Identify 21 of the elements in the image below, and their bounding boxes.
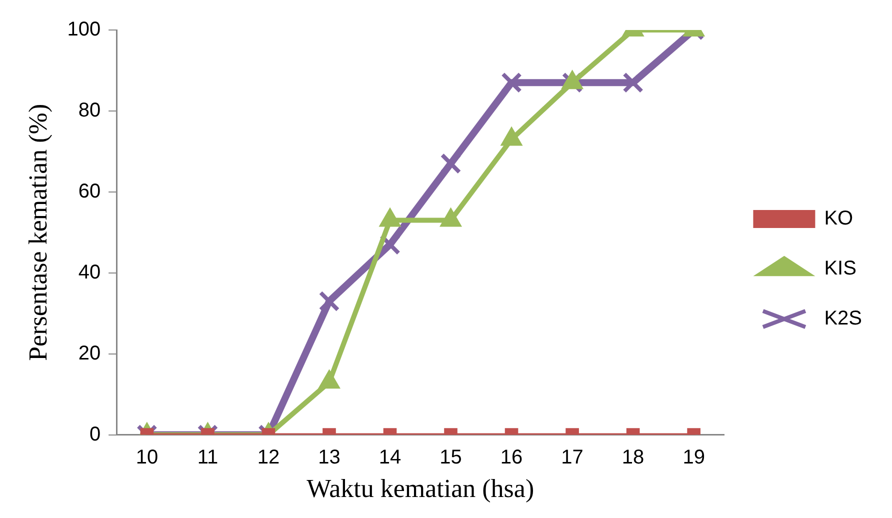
x-tick-label: 11: [197, 446, 218, 468]
y-tick-label: 100: [67, 18, 101, 41]
x-tick-label: 15: [440, 446, 462, 468]
y-tick-label: 60: [78, 180, 101, 202]
y-tick-label: 0: [89, 423, 101, 446]
legend-label: KO: [824, 208, 854, 230]
y-tick-label: 80: [78, 99, 101, 122]
x-tick-label: 12: [257, 446, 280, 468]
x-tick-label: 14: [378, 446, 402, 468]
x-tick-label: 13: [318, 446, 340, 468]
y-axis-title: Persentase kematian (%): [23, 104, 52, 361]
x-tick-label: 10: [136, 446, 158, 468]
y-tick-label: 20: [78, 342, 101, 364]
y-tick-label: 40: [78, 261, 101, 284]
x-tick-label: 19: [682, 446, 705, 468]
x-tick-label: 17: [561, 446, 584, 468]
legend-label: K2S: [824, 308, 862, 330]
x-tick-label: 18: [622, 446, 644, 468]
legend-label: KIS: [824, 258, 856, 280]
x-tick-label: 16: [500, 446, 523, 468]
x-axis-title: Waktu kematian (hsa): [306, 474, 534, 504]
